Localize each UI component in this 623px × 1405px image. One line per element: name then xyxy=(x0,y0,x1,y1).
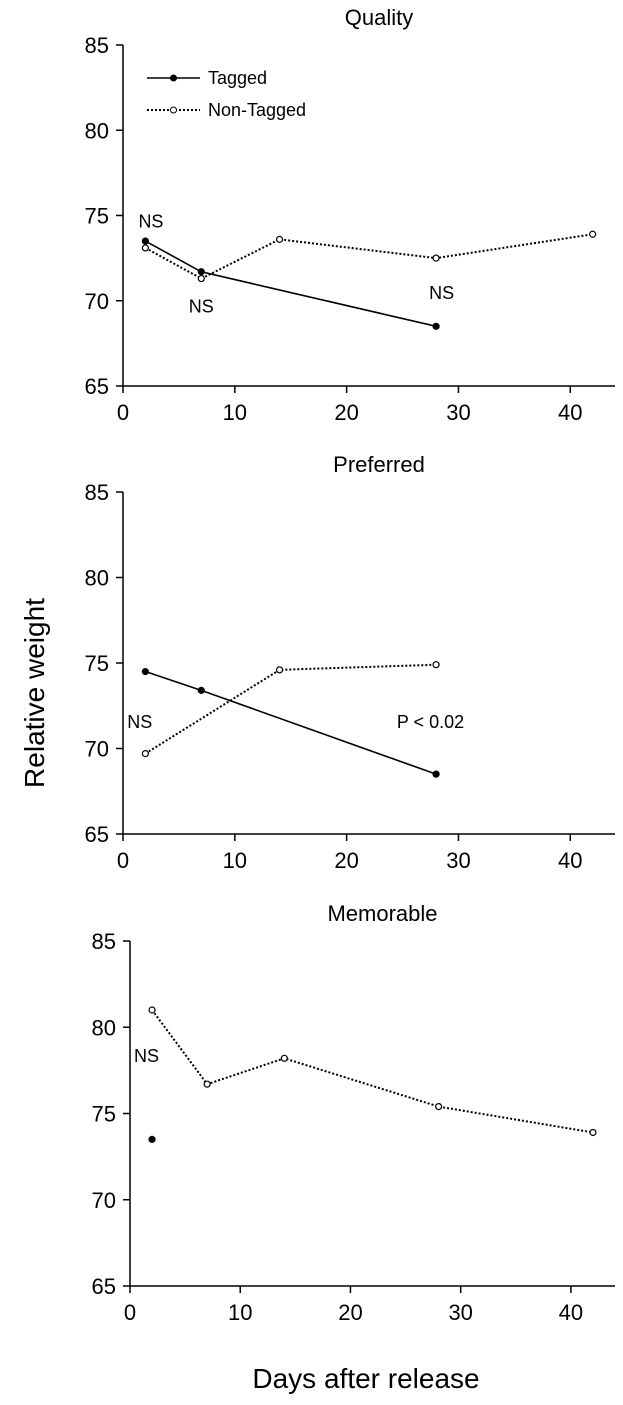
data-point-tagged xyxy=(197,268,205,276)
panel-title: Preferred xyxy=(333,452,425,477)
x-tick-label: 10 xyxy=(223,400,247,425)
series-line-non-tagged xyxy=(144,663,437,755)
series-line-tagged xyxy=(145,670,437,775)
y-tick-label: 75 xyxy=(85,204,109,229)
data-point-non-tagged xyxy=(432,254,440,262)
y-tick-label: 85 xyxy=(85,33,109,58)
data-point-non-tagged xyxy=(275,235,284,243)
data-point-non-tagged xyxy=(141,244,149,252)
y-tick-label: 80 xyxy=(92,1015,116,1040)
y-tick-label: 70 xyxy=(92,1188,116,1213)
data-point-non-tagged xyxy=(141,750,149,758)
y-tick-label: 80 xyxy=(85,566,109,591)
data-point-non-tagged xyxy=(432,661,440,669)
annotation-label: NS xyxy=(429,283,454,303)
series-line-non-tagged xyxy=(144,233,593,280)
data-point-non-tagged xyxy=(197,274,205,283)
x-tick-label: 10 xyxy=(223,848,247,873)
x-tick-label: 10 xyxy=(228,1300,252,1325)
annotation-label: NS xyxy=(138,211,163,231)
x-axis-title: Days after release xyxy=(252,1363,479,1394)
y-tick-label: 75 xyxy=(85,651,109,676)
y-tick-label: 85 xyxy=(85,480,109,505)
annotation-label: NS xyxy=(134,1046,159,1066)
data-point-non-tagged xyxy=(203,1080,211,1088)
legend: Tagged Non-Tagged xyxy=(147,68,306,120)
chart-panels: Quality 65 70 75 80 85 0 10 20 30 40 NS NS NS Tagged No… xyxy=(85,5,615,1325)
panel-preferred: Preferred 65 70 75 80 85 0 10 20 30 40 NS P < 0.02 xyxy=(85,452,615,873)
x-tick-label: 30 xyxy=(448,1300,472,1325)
y-axis-title: Relative weight xyxy=(19,598,50,788)
x-tick-label: 0 xyxy=(117,848,129,873)
data-point-tagged xyxy=(432,770,440,778)
annotation-label: NS xyxy=(127,712,152,732)
y-tick-label: 65 xyxy=(92,1274,116,1299)
x-tick-label: 20 xyxy=(334,848,358,873)
data-point-non-tagged xyxy=(148,1006,156,1014)
y-tick-label: 75 xyxy=(92,1102,116,1127)
data-point-non-tagged xyxy=(589,1128,597,1137)
annotation-label: NS xyxy=(189,297,214,317)
panel-title: Quality xyxy=(345,5,413,30)
y-tick-label: 85 xyxy=(92,929,116,954)
x-tick-label: 40 xyxy=(559,1300,583,1325)
x-tick-label: 0 xyxy=(117,400,129,425)
x-tick-label: 40 xyxy=(558,848,582,873)
data-point-non-tagged xyxy=(435,1102,443,1111)
data-point-non-tagged xyxy=(589,230,597,238)
y-tick-label: 65 xyxy=(85,374,109,399)
legend-label-tagged: Tagged xyxy=(208,68,267,88)
x-tick-label: 0 xyxy=(124,1300,136,1325)
y-tick-label: 65 xyxy=(85,822,109,847)
panel-quality: Quality 65 70 75 80 85 0 10 20 30 40 NS NS NS Tagged No… xyxy=(85,5,615,425)
data-point-non-tagged xyxy=(280,1054,288,1062)
x-tick-label: 30 xyxy=(446,848,470,873)
panel-memorable: Memorable 65 70 75 80 85 0 10 20 30 40 NS xyxy=(92,901,615,1325)
y-tick-label: 70 xyxy=(85,737,109,762)
data-point-tagged xyxy=(141,667,149,676)
x-tick-label: 20 xyxy=(338,1300,362,1325)
x-tick-label: 20 xyxy=(334,400,358,425)
data-point-non-tagged xyxy=(275,666,284,674)
x-tick-label: 40 xyxy=(558,400,582,425)
legend-marker-tagged xyxy=(170,74,177,82)
legend-marker-non-tagged xyxy=(170,106,177,114)
y-tick-label: 80 xyxy=(85,118,109,143)
data-point-tagged xyxy=(197,686,205,694)
legend-label-non-tagged: Non-Tagged xyxy=(208,100,306,120)
x-tick-label: 30 xyxy=(446,400,470,425)
data-point-tagged xyxy=(148,1135,156,1143)
annotation-label: P < 0.02 xyxy=(397,712,464,732)
series-line-non-tagged xyxy=(151,1009,594,1134)
data-point-tagged xyxy=(141,237,149,245)
data-point-tagged xyxy=(432,322,440,330)
panel-title: Memorable xyxy=(327,901,437,926)
y-tick-label: 70 xyxy=(85,289,109,314)
